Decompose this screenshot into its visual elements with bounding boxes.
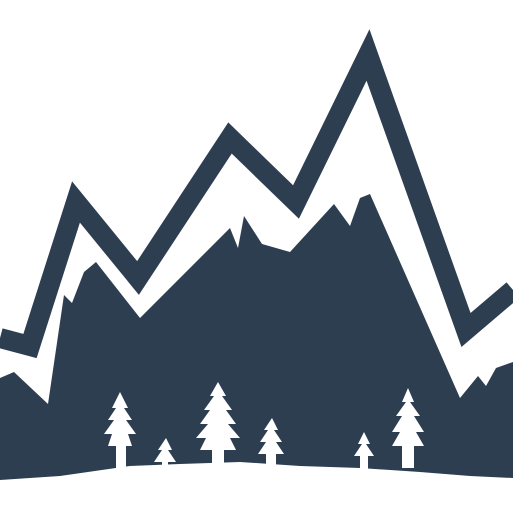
ground-snow <box>0 462 513 513</box>
pine-tree <box>354 432 374 470</box>
pine-tree <box>104 392 136 470</box>
mountain-mass <box>0 194 513 480</box>
mountain-ridge-outline <box>0 29 513 359</box>
pine-forest <box>0 382 513 513</box>
pine-tree <box>392 388 424 468</box>
left-foothill <box>0 378 60 480</box>
pine-tree <box>258 418 284 470</box>
pine-tree <box>196 382 240 472</box>
pine-tree <box>154 438 176 472</box>
